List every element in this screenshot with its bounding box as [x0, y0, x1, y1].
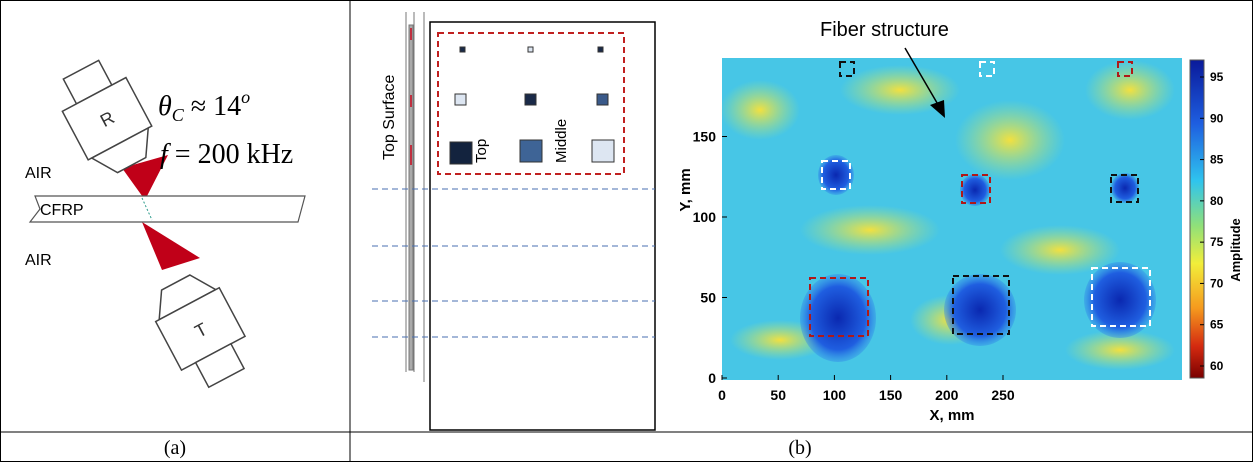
colorbar-tick-label: 70: [1210, 276, 1224, 290]
plate: [28, 195, 306, 223]
colorbar-tick-label: 75: [1210, 235, 1224, 249]
plate-label: CFRP: [40, 202, 84, 219]
y-tick-label: 100: [693, 209, 717, 225]
colorbar-tick-label: 95: [1210, 70, 1224, 84]
defects: [449, 46, 615, 165]
colorbar-tick-label: 90: [1210, 111, 1224, 125]
x-tick-label: 0: [718, 387, 726, 403]
caption: (b): [788, 437, 811, 459]
eq-sup: o: [241, 87, 250, 107]
heatmap-texture: [720, 60, 1175, 370]
transducer-r: R: [61, 59, 153, 174]
plate-outline: [429, 21, 656, 431]
y-tick-label: 0: [708, 370, 716, 386]
x-tick-label: 200: [935, 387, 959, 403]
annotation: Fiber structure: [820, 19, 949, 41]
side-defects: [410, 28, 412, 165]
x-tick-label: 150: [879, 387, 903, 403]
beam: [122, 155, 168, 200]
x-tick-label: 100: [823, 387, 847, 403]
defect-region: [437, 32, 625, 175]
colorbar-tick-label: 60: [1210, 359, 1224, 373]
colorbar-tick-label: 80: [1210, 194, 1224, 208]
plate-path: [141, 197, 153, 221]
panel-b-schematic: Top Surface Top Middle: [372, 12, 656, 431]
depth-label: Top: [473, 139, 490, 163]
caption: (a): [164, 437, 186, 459]
colorbar-tick-label: 85: [1210, 153, 1224, 167]
y-tick-label: 50: [700, 290, 716, 306]
depth-label: Middle: [553, 119, 570, 163]
eq-sub: C: [172, 105, 185, 125]
heatmap: Fiber structure Amplitude X, mm Y, mm: [677, 19, 1243, 424]
eq-symbol: f: [160, 139, 171, 170]
equation: f = 200 kHz: [160, 139, 293, 170]
colorbar-label: Amplitude: [1228, 218, 1243, 282]
eq-symbol: θ: [158, 91, 172, 122]
air-label: AIR: [25, 252, 52, 269]
side-view: [405, 12, 425, 382]
scan-lines: [372, 188, 655, 338]
panel-a: R T AIR CFRP AIR θC ≈ 14o f = 200 kHz: [25, 59, 306, 389]
annotation-arrowhead: [930, 100, 945, 118]
y-tick-label: 150: [693, 129, 717, 145]
eq-text: = 200 kHz: [168, 139, 293, 170]
x-tick-label: 250: [991, 387, 1015, 403]
annotation-arrow: [904, 47, 941, 109]
x-tick-label: 50: [770, 387, 786, 403]
y-axis-label: Y, mm: [677, 168, 694, 211]
colorbar: [1189, 59, 1205, 379]
x-axis-label: X, mm: [929, 407, 974, 424]
defect-boxes: [809, 61, 1151, 337]
side-label: Top Surface: [381, 75, 398, 160]
air-label: AIR: [25, 165, 52, 182]
equation: θC ≈ 14o: [158, 87, 250, 125]
colorbar-tick-label: 65: [1210, 318, 1224, 332]
transducer-t: T: [154, 274, 247, 389]
eq-text: ≈ 14: [184, 91, 241, 122]
beam: [142, 222, 200, 270]
